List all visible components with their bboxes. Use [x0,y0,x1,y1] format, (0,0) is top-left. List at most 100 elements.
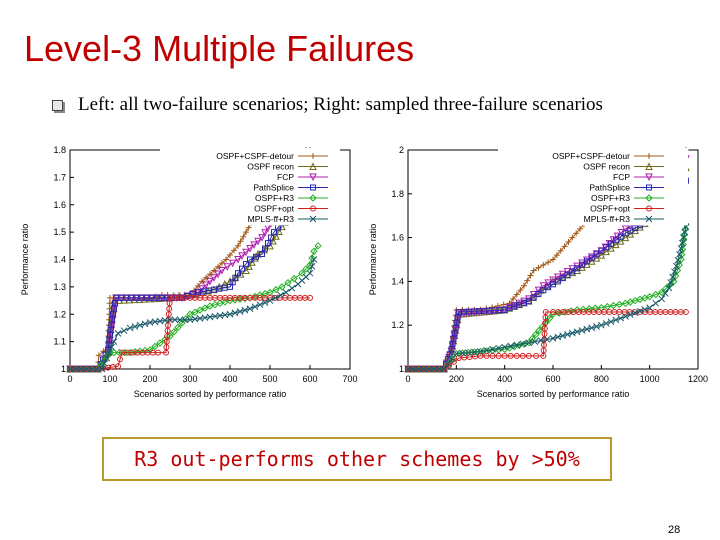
data-point [215,282,224,291]
data-point [554,278,561,285]
data-point [164,333,171,340]
data-point [166,316,174,324]
data-point [678,239,686,247]
data-point [603,302,612,311]
data-point [87,365,95,373]
data-point [674,256,682,264]
data-point [170,328,178,336]
data-point [597,251,606,259]
callout-text: R3 out-performs other schemes by >50% [134,447,580,471]
data-point [186,310,194,318]
data-point [608,240,614,247]
legend-label: OSPF recon [583,162,630,172]
data-point [662,290,669,297]
slide-title: Level-3 Multiple Failures [24,28,415,69]
data-point [164,327,171,334]
data-point [166,300,173,307]
data-point [242,248,250,257]
data-point [226,310,234,318]
y-axis-label: Performance ratio [368,224,378,296]
data-point [110,338,118,345]
data-point [607,318,615,326]
data-point [615,300,624,309]
data-point [115,363,121,370]
legend-marker [646,184,652,191]
data-point [307,294,313,301]
data-point [477,352,484,359]
data-point [669,273,676,281]
data-point [613,232,622,241]
data-point [561,308,569,316]
data-point [521,282,527,289]
legend-label: PathSplice [589,183,630,193]
data-point [527,272,534,279]
data-point [535,326,543,335]
data-point [477,348,484,355]
data-point [465,309,473,318]
data-point [271,229,277,236]
data-point [563,268,572,276]
data-point [448,355,456,363]
data-point [602,247,610,256]
data-point [440,365,448,373]
data-point [583,325,591,333]
data-point [545,259,552,266]
data-point [609,301,618,310]
data-point [178,319,186,327]
data-point [550,256,556,263]
data-point [470,348,479,356]
series-mpls-ff-r3 [404,223,690,373]
legend-marker [310,205,316,212]
data-point [214,270,222,279]
data-point [256,301,264,309]
data-point [206,277,214,286]
data-point [579,261,585,268]
data-point [515,299,523,308]
data-point [308,262,316,270]
legend-marker [309,215,317,223]
data-point [520,297,528,306]
data-point [513,291,520,298]
data-point [93,365,101,373]
x-tick-label: 600 [302,374,317,384]
legend-label: OSPF+opt [254,204,295,214]
data-point [549,334,557,342]
data-point [250,241,258,250]
data-point [588,324,596,332]
data-point [489,352,496,359]
data-point [163,338,170,345]
data-point [636,222,644,231]
data-point [261,299,269,306]
data-point [495,344,502,352]
data-point [665,284,673,292]
legend-marker [309,194,317,202]
data-point [652,299,660,307]
data-point [617,314,625,322]
data-point [246,245,254,253]
y-tick-label: 1.7 [53,172,66,182]
y-tick-label: 1.5 [53,227,66,237]
x-axis-label: Scenarios sorted by performance ratio [477,389,630,399]
data-point [593,323,600,330]
data-point [223,256,229,263]
legend-marker [646,153,652,159]
y-tick-label: 1 [399,364,404,374]
legend-marker [646,205,652,212]
data-point [671,268,678,275]
data-point [314,242,322,250]
data-point [626,311,634,319]
data-point [598,247,605,254]
callout-box: R3 out-performs other schemes by >50% [102,437,612,481]
x-tick-label: 200 [449,374,464,384]
data-point [174,323,182,332]
data-point [621,233,630,242]
data-point [404,365,412,373]
data-point [163,344,170,351]
data-point [219,260,225,267]
data-point [559,332,567,340]
slide-subtitle: Left: all two-failure scenarios; Right: … [78,94,603,115]
data-point [271,294,279,302]
data-point [166,305,173,312]
data-point [535,290,542,297]
data-point [240,233,247,240]
